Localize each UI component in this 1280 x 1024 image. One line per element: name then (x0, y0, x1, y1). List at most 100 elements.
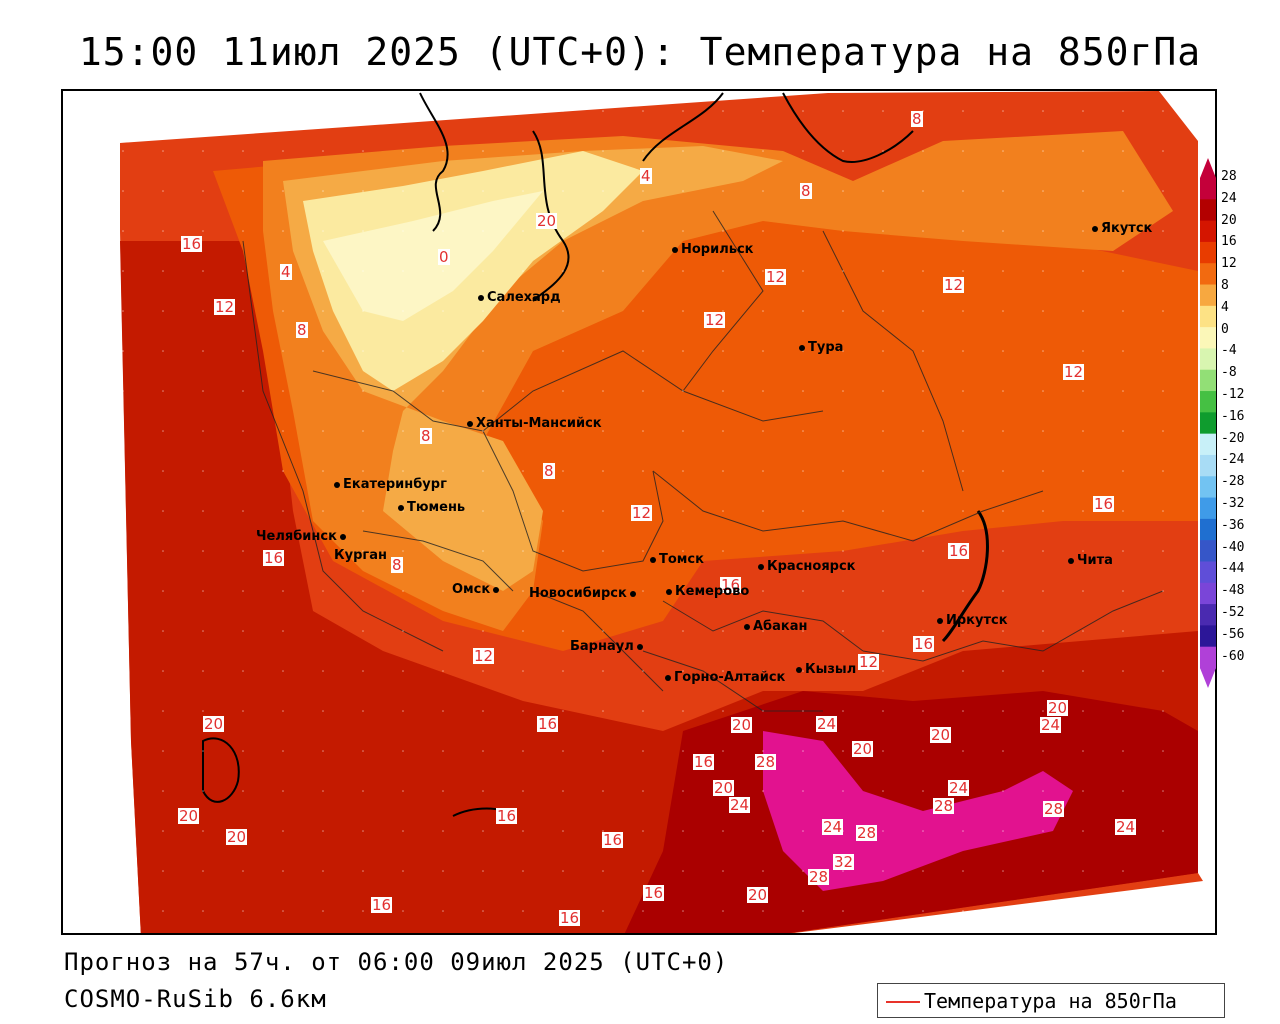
city-label: Красноярск (758, 559, 856, 574)
isoline-label: 8 (420, 427, 432, 445)
colorbar-tick-label: -60 (1221, 648, 1245, 664)
isoline-label: 8 (911, 110, 923, 128)
isoline-label: 24 (1115, 818, 1137, 836)
city-marker-icon (758, 563, 764, 570)
city-label: Томск (650, 552, 704, 567)
colorbar-tick-label: 24 (1221, 190, 1237, 206)
isoline-label: 20 (178, 807, 200, 825)
city-label: Ханты-Мансийск (467, 416, 602, 431)
isoline-label: 12 (765, 268, 787, 286)
colorbar-tick-label: -36 (1221, 517, 1245, 533)
city-marker-icon (467, 420, 473, 427)
colorbar-swatch (1200, 178, 1216, 200)
colorbar-swatch (1200, 454, 1216, 477)
isoline-label: 8 (391, 556, 403, 574)
colorbar-tick-label: -28 (1221, 474, 1245, 490)
colorbar-swatch (1200, 369, 1216, 392)
temperature-colorbar (1200, 158, 1216, 688)
city-marker-icon (629, 590, 636, 597)
city-label: Якутск (1092, 221, 1152, 236)
isoline-label: 12 (943, 276, 965, 294)
colorbar-swatch (1200, 540, 1216, 562)
colorbar-swatch (1200, 625, 1216, 648)
city-marker-icon (796, 666, 802, 673)
city-label: Абакан (744, 619, 808, 634)
colorbar-swatch (1200, 284, 1216, 307)
colorbar-swatch (1200, 476, 1216, 499)
city-marker-icon (665, 674, 671, 681)
colorbar-tick-label: -32 (1221, 496, 1245, 511)
city-marker-icon (650, 556, 656, 563)
isoline-label: 8 (800, 182, 812, 200)
city-label: Кемерово (666, 584, 749, 599)
colorbar-tick-label: -48 (1221, 583, 1245, 599)
isoline-label: 20 (930, 726, 952, 744)
city-marker-icon (744, 623, 750, 630)
isoline-label: 12 (473, 647, 495, 665)
colorbar-swatch (1200, 412, 1216, 435)
map-title: 15:00 11июл 2025 (UTC+0): Температура на… (78, 30, 1202, 74)
city-marker-icon (937, 617, 943, 624)
isoline-label: 20 (852, 740, 874, 758)
colorbar-tick-label: -44 (1221, 561, 1245, 577)
isoline-label: 16 (559, 909, 581, 927)
isoline-label: 20 (713, 779, 735, 797)
city-marker-icon (1068, 557, 1074, 564)
isoline-label: 24 (1040, 716, 1062, 734)
colorbar-swatch (1200, 582, 1216, 605)
colorbar-tick-label: 8 (1221, 278, 1229, 293)
isoline-label: 16 (602, 831, 624, 849)
colorbar-tick-label: -12 (1221, 387, 1245, 402)
city-label: Челябинск (256, 529, 349, 544)
city-marker-icon (666, 588, 672, 595)
legend: Температура на 850гПа (877, 983, 1225, 1018)
colorbar-swatch (1200, 327, 1216, 349)
city-marker-icon (672, 246, 678, 253)
colorbar-swatch (1200, 348, 1216, 371)
city-label: Новосибирск (529, 586, 639, 601)
city-label: Норильск (672, 242, 754, 257)
isoline-label: 28 (1043, 800, 1065, 818)
isoline-label: 16 (643, 884, 665, 902)
colorbar-swatch (1200, 199, 1216, 222)
colorbar-tick-label: -56 (1221, 626, 1245, 642)
city-marker-icon (493, 586, 500, 593)
colorbar-swatch (1200, 604, 1216, 626)
colorbar-tick-label: -4 (1221, 343, 1237, 359)
city-marker-icon (334, 481, 340, 488)
isoline-label: 28 (856, 824, 878, 842)
isoline-label: 16 (913, 635, 935, 653)
isoline-label: 12 (631, 504, 653, 522)
city-label: Екатеринбург (334, 477, 447, 492)
isoline-label: 28 (755, 753, 777, 771)
colorbar-tick-label: 28 (1221, 169, 1237, 184)
isoline-label: 20 (203, 715, 225, 733)
isoline-label: 16 (263, 549, 285, 567)
isoline-label: 20 (747, 886, 769, 904)
isoline-label: 20 (536, 212, 558, 230)
isoline-label: 16 (693, 753, 715, 771)
isoline-label: 20 (731, 716, 753, 734)
colorbar-tick-label: -20 (1221, 430, 1245, 446)
isoline-label: 12 (858, 653, 880, 671)
colorbar-tick-label: -24 (1221, 452, 1245, 468)
model-name: COSMO-RuSib 6.6км (64, 985, 327, 1013)
isoline-label: 32 (833, 853, 855, 871)
isoline-label: 16 (1093, 495, 1115, 513)
colorbar-bottom-arrow (1200, 668, 1216, 688)
isoline-label: 16 (371, 896, 393, 914)
colorbar-tick-label: -8 (1221, 365, 1237, 381)
city-marker-icon (636, 643, 643, 650)
colorbar-tick-label: 12 (1221, 256, 1237, 272)
colorbar-swatch (1200, 497, 1216, 520)
city-label: Салехард (478, 290, 561, 305)
colorbar-swatch (1200, 518, 1216, 541)
temperature-map (61, 89, 1217, 935)
isoline-label: 20 (226, 828, 248, 846)
colorbar-swatch (1200, 241, 1216, 264)
city-label: Горно-Алтайск (665, 670, 785, 685)
isoline-label: 20 (1047, 699, 1069, 717)
isoline-label: 12 (704, 311, 726, 329)
isoline-label: 28 (808, 868, 830, 886)
colorbar-swatch (1200, 220, 1216, 243)
